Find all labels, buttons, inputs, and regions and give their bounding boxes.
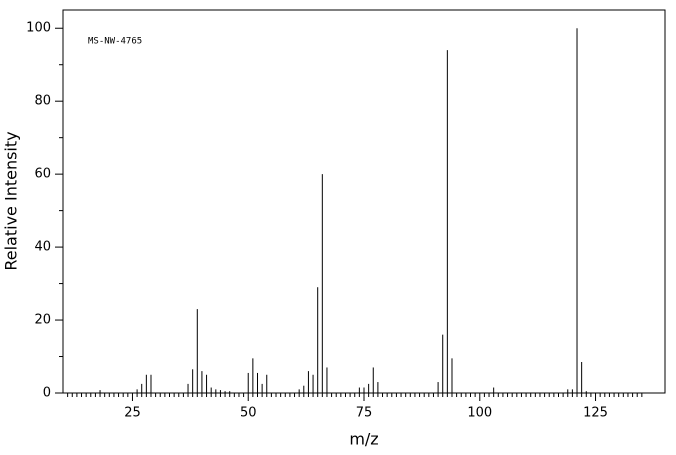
y-tick-label: 100	[26, 21, 51, 36]
annotation: MS-NW-4765	[88, 37, 142, 47]
plot-frame	[62, 9, 666, 394]
y-tick-label: 40	[34, 240, 51, 255]
y-tick-label: 80	[34, 94, 51, 109]
y-tick-label: 20	[34, 313, 51, 328]
x-tick-label: 75	[356, 406, 373, 421]
x-tick-label: 50	[240, 406, 257, 421]
y-axis-label: Relative Intensity	[2, 131, 21, 270]
y-tick-label: 0	[43, 386, 51, 401]
x-tick-label: 25	[124, 406, 141, 421]
x-tick-label: 125	[583, 406, 608, 421]
y-tick-label: 60	[34, 167, 51, 182]
x-tick-label: 100	[467, 406, 492, 421]
x-axis-label: m/z	[349, 430, 378, 449]
